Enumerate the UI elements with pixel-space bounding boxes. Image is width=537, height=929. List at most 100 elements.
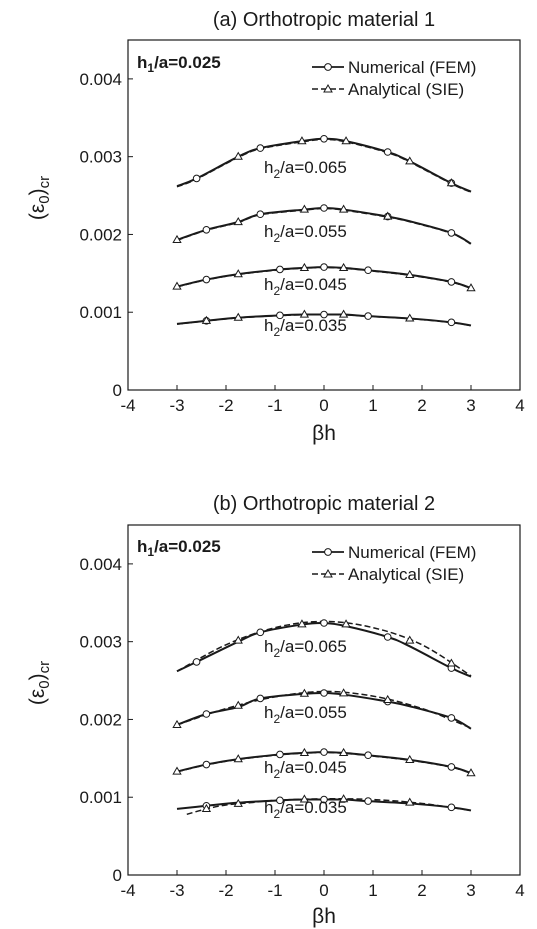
panel-b-series-4	[176, 794, 472, 816]
panel-b-curves	[172, 619, 476, 816]
panel-a-analytical-marker	[233, 151, 243, 160]
panel-b-numerical-marker	[447, 763, 456, 771]
panel-b-analytical-marker	[233, 798, 243, 807]
panel-b-y-tick-label: 0.004	[79, 555, 122, 574]
panel-a-numerical-marker	[383, 148, 392, 156]
panel-b-x-tick-label: 2	[417, 881, 426, 900]
panel-a-numerical-marker	[192, 174, 201, 183]
panel-a-series-3	[172, 262, 476, 292]
panel-a-analytical-marker	[405, 313, 415, 322]
panel-b-h1-annotation: h1/a=0.025	[137, 537, 221, 559]
panel-a-curve-labels: h2/a=0.065 h2/a=0.055 h2/a=0.045 h2/a=0.…	[264, 158, 347, 339]
panel-b-x-tick-label: -3	[169, 881, 184, 900]
panel-b-curve-label-055: h2/a=0.055	[264, 703, 347, 726]
panel-b-legend-numerical-marker	[324, 548, 332, 556]
panel-b-x-tick-label: 4	[515, 881, 524, 900]
panel-a-y-tick-label: 0	[113, 381, 122, 400]
panel-b-analytical-marker	[341, 619, 351, 628]
panel-a-legend-numerical-label: Numerical (FEM)	[348, 58, 476, 77]
panel-a-analytical-marker	[233, 216, 243, 226]
panel-b-numerical-marker	[202, 710, 211, 718]
panel-a-numerical-marker	[447, 229, 456, 237]
panel-b-series-1	[176, 619, 472, 678]
panel-a-numerical-marker	[320, 204, 328, 212]
panel-a-analytical-marker	[383, 211, 393, 220]
panel-a-analytical-marker	[466, 283, 476, 292]
panel-b-analytical-marker	[299, 688, 310, 697]
panel-a-analytical-marker	[172, 234, 182, 243]
panel-a-analytical-marker	[172, 281, 182, 290]
panel-a-numerical-marker	[276, 311, 284, 320]
panel-a-curve-label-055: h2/a=0.055	[264, 222, 347, 245]
panel-b-numerical-marker	[447, 803, 456, 812]
panel-b-analytical-marker	[172, 719, 182, 728]
panel-b-y-tick-label: 0.001	[79, 788, 122, 807]
panel-a-series-1	[176, 134, 472, 193]
panel-b-analytical-marker	[233, 754, 243, 763]
panel-b-numerical-marker	[364, 797, 372, 805]
panel-a-axis-ticks: -4 -3 -2 -1 0 1 2 3 4 0 0.001 0.002 0.003 0.004	[79, 70, 524, 415]
panel-b-numerical-marker	[276, 796, 284, 805]
panel-a-curve-label-065: h2/a=0.065	[264, 158, 347, 181]
panel-a-analytical-marker	[405, 269, 415, 278]
panel-b-x-tick-label: -2	[218, 881, 233, 900]
panel-b-analytical-marker	[446, 658, 457, 667]
panel-b-analytical-marker	[338, 747, 349, 756]
panel-a-title: (a) Orthotropic material 1	[213, 9, 435, 31]
panel-b-y-tick-label: 0.002	[79, 710, 122, 729]
panel-a-analytical-marker	[338, 262, 349, 271]
panel-a-x-tick-label: -1	[267, 396, 282, 415]
panel-a-numerical-marker	[320, 134, 328, 143]
panel-a-numerical-marker	[364, 266, 372, 275]
panel-a-analytical-marker	[233, 312, 243, 321]
panel-b-analytical-marker	[405, 797, 415, 806]
panel-a-x-tick-label: 0	[319, 396, 328, 415]
panel-a-numerical-marker	[202, 225, 211, 234]
panel-a-y-tick-label: 0.002	[79, 225, 122, 244]
panel-b-x-axis-label: βh	[312, 905, 336, 928]
panel-a-y-tick-label: 0.003	[79, 148, 122, 167]
panel-a-analytical-marker	[299, 262, 310, 271]
panel-a-curves	[172, 134, 476, 327]
panel-a-analytical-marker	[201, 315, 212, 324]
panel-a-y-tick-label: 0.001	[79, 303, 122, 322]
panel-b-x-tick-label: 1	[368, 881, 377, 900]
panel-b-curve-labels: h2/a=0.065 h2/a=0.055 h2/a=0.045 h2/a=0.…	[264, 637, 347, 821]
panel-b-analytical-marker	[201, 803, 212, 812]
panel-b-numerical-marker	[276, 750, 284, 759]
panel-b-analytical-marker	[405, 754, 415, 763]
panel-b-numerical-marker	[364, 751, 372, 760]
panel-b-legend-analytical-marker	[323, 568, 333, 578]
panel-b-analytical-marker	[233, 700, 243, 709]
panel-b-legend-analytical-label: Analytical (SIE)	[348, 565, 464, 584]
panel-b-legend-numerical-label: Numerical (FEM)	[348, 543, 476, 562]
panel-a-numerical-marker	[447, 278, 456, 286]
panel-b-numerical-marker	[256, 694, 265, 703]
panel-b-numerical-marker	[383, 633, 392, 641]
panel-a-analytical-marker	[299, 309, 310, 318]
panel-a-x-tick-label: 3	[466, 396, 475, 415]
panel-a-x-tick-label: 1	[368, 396, 377, 415]
panel-a-analytical-marker	[233, 269, 243, 278]
panel-b-y-tick-label: 0.003	[79, 633, 122, 652]
panel-a-series-2	[172, 204, 472, 245]
panel-a-y-axis-label: (ε0)cr	[26, 176, 53, 220]
panel-b-numerical-marker	[202, 760, 211, 769]
panel-a-x-tick-label: -4	[120, 396, 135, 415]
panel-a-analytical-marker	[341, 136, 351, 145]
panel-b-analytical-marker	[299, 794, 310, 803]
panel-b-numerical-marker	[192, 658, 201, 666]
panel-b-numerical-marker	[320, 795, 328, 804]
panel-b-analytical-marker	[233, 635, 243, 644]
panel-b-numerical-marker	[320, 619, 328, 627]
panel-b-numerical-marker	[447, 714, 456, 722]
panel-a-analytical-marker	[338, 309, 349, 318]
panel-b-analytical-marker	[299, 747, 310, 756]
panel-a-analytical-marker	[299, 204, 310, 213]
panel-b-x-tick-label: -1	[267, 881, 282, 900]
panel-b-legend: Numerical (FEM) Analytical (SIE)	[312, 543, 476, 584]
panel-a: (a) Orthotropic material 1 (ε0)cr βh h1/…	[26, 9, 525, 445]
panel-b-x-tick-label: 3	[466, 881, 475, 900]
panel-b-analytical-marker	[383, 694, 393, 703]
